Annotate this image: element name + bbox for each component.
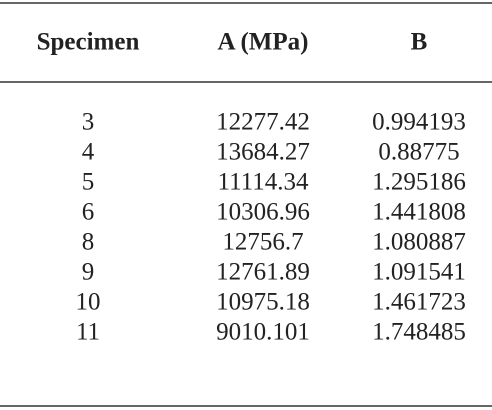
cell: 9010.101 xyxy=(216,319,310,346)
header-cell: Specimen xyxy=(37,29,140,56)
cell: 12761.89 xyxy=(216,259,310,286)
cell: 1.461723 xyxy=(372,289,466,316)
cell: 1.295186 xyxy=(372,169,466,196)
cell: 4 xyxy=(82,139,95,166)
cell: 1.441808 xyxy=(372,199,466,226)
cell: 0.88775 xyxy=(378,139,459,166)
cell: 8 xyxy=(82,229,95,256)
cell: 10 xyxy=(76,289,101,316)
cell: 10306.96 xyxy=(216,199,310,226)
cell: 12277.42 xyxy=(216,109,310,136)
cell: 11 xyxy=(76,319,100,346)
cell: 3 xyxy=(82,109,95,136)
cell: 12756.7 xyxy=(222,229,303,256)
cell: 5 xyxy=(82,169,95,196)
cell: 0.994193 xyxy=(372,109,466,136)
cell: 11114.34 xyxy=(218,169,309,196)
header-cell: A (MPa) xyxy=(218,29,309,56)
cell: 10975.18 xyxy=(216,289,310,316)
cell: 9 xyxy=(82,259,95,286)
cell: 1.748485 xyxy=(372,319,466,346)
cell: 6 xyxy=(82,199,95,226)
cell: 13684.27 xyxy=(216,139,310,166)
cell: 1.080887 xyxy=(372,229,466,256)
cell: 1.091541 xyxy=(372,259,466,286)
header-cell: B xyxy=(411,29,428,56)
